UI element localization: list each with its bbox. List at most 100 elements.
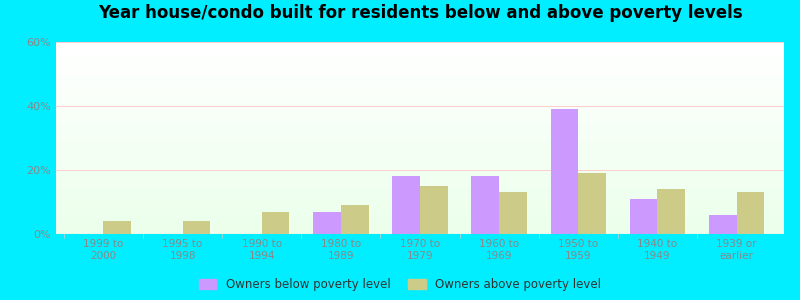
- Bar: [56, 165, 784, 166]
- Bar: [56, 122, 784, 123]
- Bar: [56, 220, 784, 221]
- Bar: [56, 45, 784, 46]
- Bar: [56, 201, 784, 202]
- Bar: [56, 176, 784, 177]
- Bar: [56, 72, 784, 73]
- Bar: [56, 105, 784, 106]
- Bar: [56, 136, 784, 137]
- Bar: [56, 232, 784, 233]
- Bar: [56, 107, 784, 108]
- Bar: [56, 84, 784, 85]
- Bar: [56, 110, 784, 111]
- Bar: [56, 153, 784, 154]
- Bar: [56, 159, 784, 160]
- Bar: [56, 91, 784, 92]
- Bar: [56, 120, 784, 121]
- Bar: [56, 196, 784, 197]
- Bar: [56, 92, 784, 93]
- Legend: Owners below poverty level, Owners above poverty level: Owners below poverty level, Owners above…: [198, 278, 602, 291]
- Bar: [56, 221, 784, 223]
- Bar: [56, 231, 784, 232]
- Bar: [56, 100, 784, 101]
- Bar: [56, 74, 784, 75]
- Bar: [56, 172, 784, 173]
- Bar: [56, 63, 784, 64]
- Bar: [56, 208, 784, 209]
- Bar: [56, 180, 784, 181]
- Bar: [56, 177, 784, 178]
- Bar: [56, 162, 784, 163]
- Bar: [56, 173, 784, 175]
- Bar: [56, 155, 784, 156]
- Bar: [56, 44, 784, 45]
- Bar: [56, 117, 784, 118]
- Bar: [56, 185, 784, 186]
- Bar: [56, 139, 784, 140]
- Bar: [56, 140, 784, 141]
- Title: Year house/condo built for residents below and above poverty levels: Year house/condo built for residents bel…: [98, 4, 742, 22]
- Bar: [56, 170, 784, 171]
- Bar: [182, 221, 210, 234]
- Bar: [56, 171, 784, 172]
- Bar: [56, 46, 784, 47]
- Bar: [56, 58, 784, 59]
- Bar: [56, 49, 784, 50]
- Bar: [56, 147, 784, 148]
- Bar: [56, 129, 784, 130]
- Bar: [103, 221, 131, 234]
- Bar: [56, 50, 784, 51]
- Bar: [56, 66, 784, 67]
- Bar: [56, 70, 784, 71]
- Bar: [56, 181, 784, 182]
- Bar: [578, 173, 606, 234]
- Bar: [56, 67, 784, 68]
- Bar: [56, 53, 784, 55]
- Bar: [56, 178, 784, 179]
- Bar: [56, 158, 784, 159]
- Bar: [56, 119, 784, 120]
- Bar: [56, 132, 784, 133]
- Bar: [56, 65, 784, 66]
- Bar: [56, 83, 784, 84]
- Bar: [56, 195, 784, 196]
- Bar: [56, 86, 784, 87]
- Bar: [56, 219, 784, 220]
- Bar: [313, 212, 341, 234]
- Bar: [56, 224, 784, 225]
- Bar: [56, 146, 784, 147]
- Bar: [56, 191, 784, 192]
- Bar: [56, 227, 784, 228]
- Bar: [56, 192, 784, 193]
- Bar: [56, 218, 784, 219]
- Bar: [56, 118, 784, 119]
- Bar: [56, 197, 784, 199]
- Bar: [56, 57, 784, 58]
- Bar: [56, 148, 784, 149]
- Bar: [499, 192, 527, 234]
- Bar: [56, 55, 784, 56]
- Bar: [56, 212, 784, 213]
- Bar: [56, 94, 784, 95]
- Bar: [56, 96, 784, 97]
- Bar: [56, 114, 784, 115]
- Bar: [262, 212, 290, 234]
- Bar: [56, 169, 784, 170]
- Bar: [56, 183, 784, 184]
- Bar: [56, 154, 784, 155]
- Bar: [56, 85, 784, 86]
- Bar: [56, 206, 784, 207]
- Bar: [56, 88, 784, 89]
- Bar: [56, 68, 784, 69]
- Bar: [56, 130, 784, 131]
- Bar: [56, 188, 784, 189]
- Bar: [56, 52, 784, 53]
- Bar: [56, 184, 784, 185]
- Bar: [56, 199, 784, 200]
- Bar: [56, 205, 784, 206]
- Bar: [56, 145, 784, 146]
- Bar: [56, 99, 784, 100]
- Bar: [737, 192, 764, 234]
- Bar: [56, 164, 784, 165]
- Bar: [56, 149, 784, 151]
- Bar: [56, 182, 784, 183]
